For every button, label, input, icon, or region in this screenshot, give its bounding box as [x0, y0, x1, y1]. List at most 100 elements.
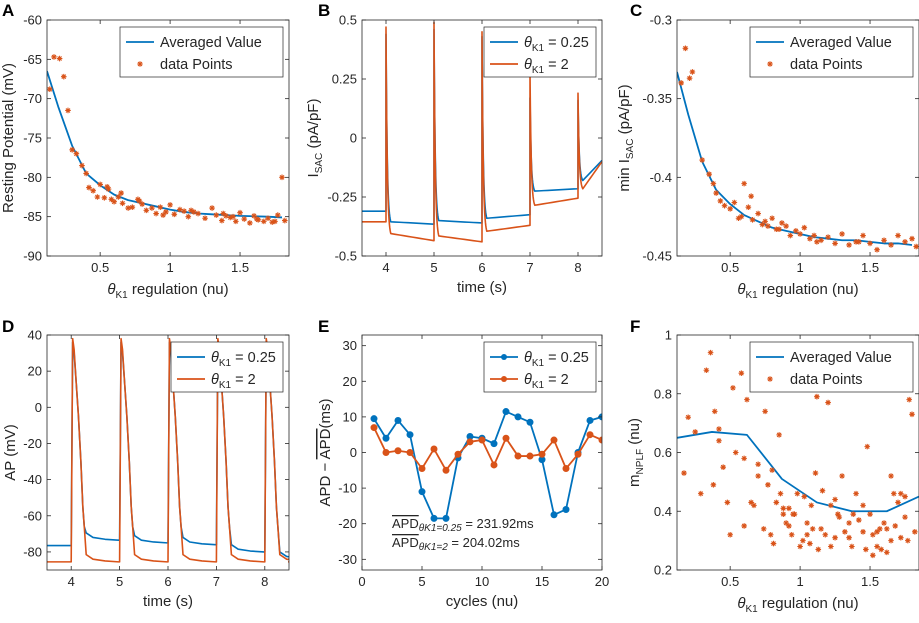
data-point-marker — [794, 490, 801, 497]
x-tick-label: 5 — [418, 574, 425, 589]
x-axis-label-c: θK1 regulation (nu) — [737, 281, 858, 301]
data-point-marker — [811, 232, 817, 239]
data-point-marker — [706, 171, 712, 177]
x-tick-label: 0.5 — [91, 260, 109, 275]
legend-value: = 0.25 — [231, 350, 276, 366]
x-label-text: regulation (nu) — [128, 281, 229, 298]
data-point-marker — [842, 529, 848, 535]
y-label-text: I — [305, 173, 322, 177]
data-point-marker — [685, 414, 691, 421]
legend-value: = 0.25 — [544, 35, 589, 51]
legend-theta: θ — [524, 35, 532, 51]
x-axis-label-e: cycles (nu) — [446, 593, 519, 610]
x-tick-label: 8 — [261, 574, 268, 589]
data-point-marker — [730, 385, 736, 391]
y-tick-label: -60 — [23, 13, 42, 28]
data-point-marker — [678, 80, 684, 86]
y-tick-label: 20 — [343, 374, 357, 389]
data-point-marker — [860, 502, 866, 509]
data-point-marker — [686, 75, 693, 82]
data-point-marker — [863, 546, 869, 553]
y-tick-label: 0.2 — [654, 563, 672, 578]
data-point-marker — [906, 396, 913, 403]
y-axis-label-d: AP (mV) — [2, 424, 19, 480]
series-line-d-2 — [47, 337, 289, 563]
data-point-marker — [220, 210, 227, 217]
data-point-marker — [770, 540, 777, 547]
data-point-marker — [269, 219, 276, 225]
data-point-marker — [202, 215, 208, 222]
data-point-marker — [818, 526, 824, 532]
data-point-marker — [891, 490, 897, 497]
y-tick-label: -0.3 — [650, 13, 672, 28]
data-points-a — [47, 54, 288, 226]
data-point-marker — [163, 209, 169, 215]
legend-subscript: K1 — [532, 65, 545, 76]
chart-panel-b: B 4 5 6 7 8 -0.5 -0.25 0 0.25 0.5 time (s) ISAC (pA/… — [305, 1, 603, 296]
data-point-marker — [727, 206, 733, 212]
axes-box-c — [676, 19, 919, 257]
series-point-marker — [478, 436, 486, 444]
y-tick-label: -20 — [23, 436, 42, 451]
annotation-value: = 204.02ms — [448, 535, 520, 550]
legend-entry-c-1: Averaged Value — [790, 35, 892, 51]
y-tick-label: -20 — [338, 516, 357, 531]
data-point-marker — [251, 213, 257, 219]
y-tick-label: -0.5 — [335, 249, 357, 264]
data-point-marker — [884, 549, 890, 556]
series-point-marker — [490, 461, 498, 469]
series-point-marker — [466, 438, 474, 446]
y-tick-label: 0.6 — [654, 445, 672, 460]
annotation-subscript: θK1=2 — [419, 542, 448, 553]
data-point-marker — [819, 487, 826, 494]
annotation-subscript: θK1=0.25 — [419, 523, 462, 534]
series-point-marker — [586, 431, 594, 439]
annotation-symbol: APD — [392, 516, 419, 531]
series-point-marker — [406, 431, 414, 439]
plot-area-a — [47, 54, 288, 226]
data-point-marker — [265, 215, 271, 222]
y-tick-label: -90 — [23, 249, 42, 264]
data-point-marker — [892, 523, 899, 529]
data-point-marker — [707, 349, 714, 356]
data-point-marker — [79, 162, 85, 169]
data-point-marker — [181, 208, 187, 214]
series-point-marker — [382, 434, 390, 442]
data-point-marker — [814, 393, 820, 400]
data-point-marker — [139, 201, 145, 207]
data-point-marker — [721, 202, 728, 209]
data-point-marker — [153, 210, 159, 217]
data-point-marker — [786, 505, 792, 512]
data-point-marker — [909, 411, 915, 418]
data-point-marker — [724, 499, 731, 506]
data-point-marker — [682, 45, 689, 52]
legend-box — [483, 341, 597, 393]
data-point-marker — [185, 213, 192, 220]
data-point-marker — [800, 537, 806, 544]
y-tick-label: -0.45 — [642, 249, 672, 264]
y-tick-label: 0.8 — [654, 386, 672, 401]
data-point-marker — [90, 187, 96, 194]
data-point-marker — [692, 429, 698, 435]
y-tick-label: -0.4 — [650, 170, 672, 185]
x-axis-label-f: θK1 regulation (nu) — [737, 595, 858, 615]
data-point-marker — [171, 211, 178, 218]
data-point-marker — [860, 232, 866, 239]
data-point-marker — [735, 215, 742, 222]
annotation-1: APDθK1=0.25 = 231.92ms — [392, 516, 534, 534]
data-point-marker — [751, 502, 757, 509]
y-tick-label: 30 — [343, 338, 357, 353]
legend-subscript: K1 — [219, 358, 232, 369]
data-point-marker — [765, 223, 771, 229]
data-point-marker — [839, 231, 845, 237]
y-label-subscript: SAC — [314, 153, 325, 174]
legend-marker — [137, 61, 143, 67]
legend-subscript: K1 — [532, 358, 545, 369]
data-point-marker — [801, 224, 808, 231]
x-label-symbol: θ — [737, 595, 745, 612]
data-point-marker — [856, 239, 862, 245]
plot-area-c — [677, 45, 919, 253]
series-point-marker — [514, 413, 522, 421]
data-point-marker — [223, 213, 229, 219]
